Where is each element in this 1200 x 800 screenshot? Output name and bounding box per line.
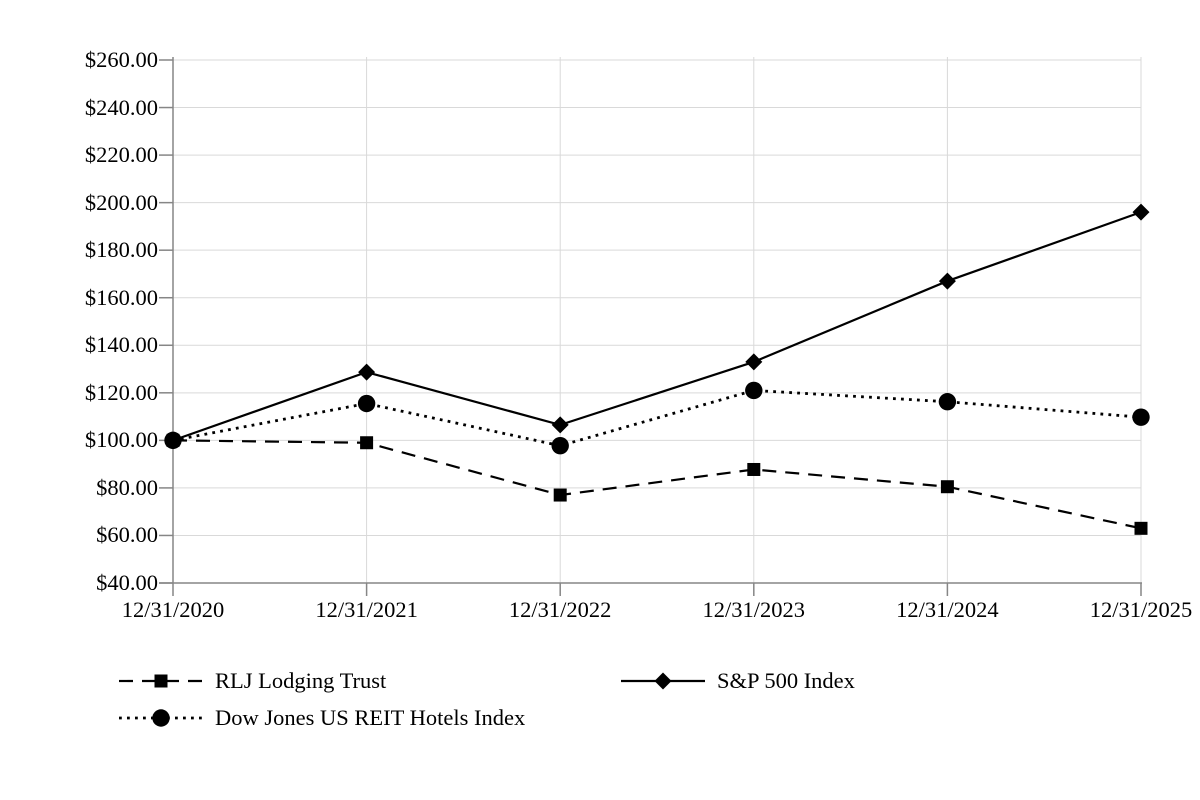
marker-circle xyxy=(551,437,569,455)
marker-circle xyxy=(938,393,957,411)
marker-diamond xyxy=(938,272,956,290)
series-line-dotted xyxy=(172,389,1142,448)
legend-item-dow-jones-us-reit-hotels-index: Dow Jones US REIT Hotels Index xyxy=(118,703,620,733)
y-axis-tick-label: $120.00 xyxy=(84,379,158,405)
marker-square xyxy=(747,462,761,476)
marker-diamond xyxy=(358,363,376,381)
marker-diamond xyxy=(745,353,763,371)
legend-label: Dow Jones US REIT Hotels Index xyxy=(215,705,526,730)
x-axis-tick-label: 12/31/2022 xyxy=(508,597,612,622)
x-axis-tick-label: 12/31/2023 xyxy=(702,597,806,622)
y-axis-tick-label: $60.00 xyxy=(96,522,158,548)
gridlines-group xyxy=(173,57,1142,583)
marker-circle xyxy=(1132,408,1150,426)
legend-line-square-icon xyxy=(119,674,203,688)
x-axis-tick-label: 12/31/2025 xyxy=(1089,597,1193,622)
series-line-dashed xyxy=(172,439,1142,530)
y-axis-tick-label: $100.00 xyxy=(84,427,158,453)
marker-diamond xyxy=(551,416,569,434)
legend-label: S&P 500 Index xyxy=(717,668,855,693)
y-axis-tick-label: $40.00 xyxy=(96,570,158,595)
y-axis-tick-label: $180.00 xyxy=(84,237,158,263)
y-axis-tick-label: $140.00 xyxy=(84,332,158,358)
marker-square xyxy=(360,436,374,450)
x-axis-tick-label: 12/31/2024 xyxy=(896,597,999,622)
marker-circle xyxy=(745,381,763,400)
marker-circle xyxy=(357,394,376,413)
marker-square xyxy=(553,488,567,502)
y-axis-tick-label: $80.00 xyxy=(96,474,158,500)
legend-label: RLJ Lodging Trust xyxy=(215,668,387,693)
y-axis-tick-label: $240.00 xyxy=(84,94,158,120)
marker-diamond xyxy=(1132,203,1150,221)
series-diamond xyxy=(164,203,1150,449)
legend: RLJ Lodging Trust S&P 500 Index Dow Jone… xyxy=(118,666,855,733)
marker-circle xyxy=(164,431,182,450)
y-axis-tick-label: $260.00 xyxy=(84,47,158,72)
series-line-solid xyxy=(172,211,1142,442)
marker-square xyxy=(940,480,954,494)
legend-line-circle-icon xyxy=(119,709,203,727)
legend-item-rlj-lodging-trust: RLJ Lodging Trust xyxy=(118,666,620,696)
marker-square xyxy=(1134,521,1148,535)
series-circle xyxy=(164,381,1150,455)
y-axis-tick-label: $220.00 xyxy=(84,142,158,168)
x-axis-tick-label: 12/31/2020 xyxy=(121,597,225,622)
series-square xyxy=(166,433,1148,535)
legend-line-diamond-icon xyxy=(621,672,705,690)
x-axis-tick-label: 12/31/2021 xyxy=(315,597,418,622)
legend-item-sp-500-index: S&P 500 Index xyxy=(620,666,855,696)
axes-group xyxy=(159,57,1142,596)
y-axis-tick-label: $200.00 xyxy=(84,189,158,215)
y-axis-tick-label: $160.00 xyxy=(84,284,158,310)
